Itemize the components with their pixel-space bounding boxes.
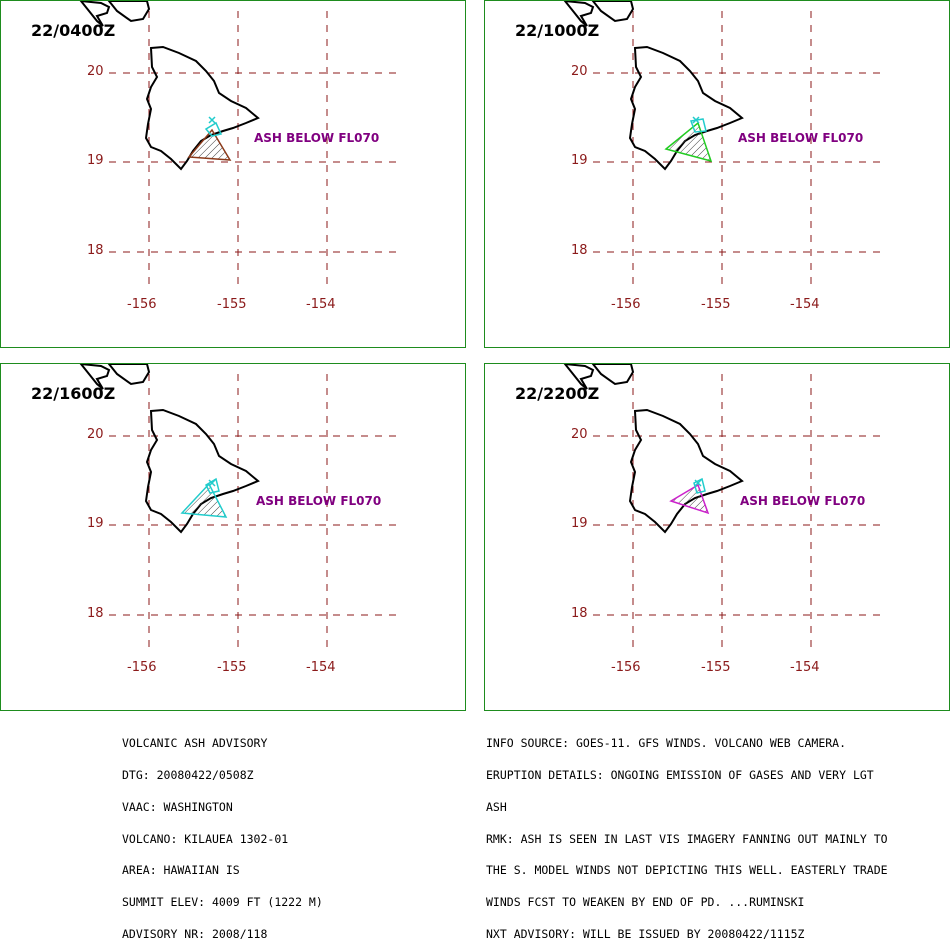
lat-label-20: 20 xyxy=(571,427,588,442)
map-canvas xyxy=(563,364,885,654)
lon-label-156: -156 xyxy=(611,297,641,312)
lon-label-154: -154 xyxy=(790,660,820,675)
lon-label-156: -156 xyxy=(127,297,157,312)
ash-plume-outline xyxy=(204,121,223,137)
ash-level-label: ASH BELOW FL070 xyxy=(740,494,866,508)
ash-plume-outline xyxy=(205,477,220,494)
volcano-marker-icon xyxy=(694,479,702,487)
ash-level-label: ASH BELOW FL070 xyxy=(254,131,380,145)
advisory-line: WINDS FCST TO WEAKEN BY END OF PD. ...RU… xyxy=(486,895,805,910)
lon-label-154: -154 xyxy=(306,297,336,312)
lat-label-18: 18 xyxy=(571,606,588,621)
advisory-line: THE S. MODEL WINDS NOT DEPICTING THIS WE… xyxy=(486,863,888,878)
island-coastline xyxy=(107,364,151,386)
map-panel-2: 22/1000Z 20 19 18 -156 -155 -154 ASH BEL… xyxy=(484,0,950,348)
island-coastline xyxy=(79,1,111,27)
ash-cloud-area xyxy=(187,128,232,161)
island-coastline xyxy=(107,1,151,23)
island-coastline xyxy=(591,1,635,23)
lon-label-156: -156 xyxy=(127,660,157,675)
advisory-line: DTG: 20080422/0508Z xyxy=(122,767,254,782)
advisory-line: RMK: ASH IS SEEN IN LAST VIS IMAGERY FAN… xyxy=(486,831,888,846)
advisory-line: VOLCANIC ASH ADVISORY xyxy=(122,736,268,751)
ash-plume-outline xyxy=(689,118,707,133)
lon-label-154: -154 xyxy=(790,297,820,312)
lon-label-155: -155 xyxy=(701,660,731,675)
lon-label-156: -156 xyxy=(611,660,641,675)
lat-label-19: 19 xyxy=(87,516,104,531)
ash-plume-outline xyxy=(693,477,706,494)
advisory-line: AREA: HAWAIIAN IS xyxy=(122,863,240,878)
island-coastline xyxy=(563,1,595,27)
advisory-remarks-text: INFO SOURCE: GOES-11. GFS WINDS. VOLCANO… xyxy=(486,717,888,950)
valid-time: 22/1000Z xyxy=(515,21,600,40)
lat-label-20: 20 xyxy=(87,64,104,79)
island-hawaii-coastline xyxy=(628,408,744,534)
lon-label-154: -154 xyxy=(306,660,336,675)
lat-label-18: 18 xyxy=(87,606,104,621)
advisory-line: VAAC: WASHINGTON xyxy=(122,799,233,814)
map-panel-4: 22/2200Z 20 19 18 -156 -155 -154 ASH BEL… xyxy=(484,363,950,711)
valid-time: 22/1600Z xyxy=(31,384,116,403)
advisory-line: NXT ADVISORY: WILL BE ISSUED BY 20080422… xyxy=(486,926,805,941)
lat-label-18: 18 xyxy=(87,243,104,258)
lon-label-155: -155 xyxy=(217,660,247,675)
volcano-marker-icon xyxy=(692,116,700,124)
ash-cloud-area xyxy=(664,121,713,163)
lat-label-20: 20 xyxy=(87,427,104,442)
map-panel-1: 22/0400Z 20 19 18 -156 -155 -154 ASH BEL… xyxy=(0,0,466,348)
map-panel-3: 22/1600Z 20 19 18 -156 -155 -154 ASH BEL… xyxy=(0,363,466,711)
island-coastline xyxy=(563,364,595,390)
valid-time: 22/0400Z xyxy=(31,21,116,40)
lat-label-18: 18 xyxy=(571,243,588,258)
advisory-line: ASH xyxy=(486,799,507,814)
advisory-line: VOLCANO: KILAUEA 1302-01 xyxy=(122,831,289,846)
island-hawaii-coastline xyxy=(144,45,260,171)
island-coastline xyxy=(79,364,111,390)
lat-label-19: 19 xyxy=(87,153,104,168)
map-canvas xyxy=(79,364,401,654)
advisory-line: SUMMIT ELEV: 4009 FT (1222 M) xyxy=(122,895,323,910)
advisory-line: ERUPTION DETAILS: ONGOING EMISSION OF GA… xyxy=(486,767,874,782)
map-canvas xyxy=(563,1,885,291)
advisory-line: ADVISORY NR: 2008/118 xyxy=(122,926,268,941)
island-coastline xyxy=(591,364,635,386)
lon-label-155: -155 xyxy=(217,297,247,312)
valid-time: 22/2200Z xyxy=(515,384,600,403)
ash-cloud-area xyxy=(669,483,710,515)
advisory-line: INFO SOURCE: GOES-11. GFS WINDS. VOLCANO… xyxy=(486,736,847,751)
advisory-header-text: VOLCANIC ASH ADVISORY DTG: 20080422/0508… xyxy=(122,717,323,950)
lat-label-19: 19 xyxy=(571,153,588,168)
map-canvas xyxy=(79,1,401,291)
lat-label-20: 20 xyxy=(571,64,588,79)
lon-label-155: -155 xyxy=(701,297,731,312)
ash-cloud-area xyxy=(180,482,228,518)
ash-level-label: ASH BELOW FL070 xyxy=(738,131,864,145)
volcano-marker-icon xyxy=(208,479,216,487)
lat-label-19: 19 xyxy=(571,516,588,531)
ash-level-label: ASH BELOW FL070 xyxy=(256,494,382,508)
volcano-marker-icon xyxy=(208,116,216,124)
